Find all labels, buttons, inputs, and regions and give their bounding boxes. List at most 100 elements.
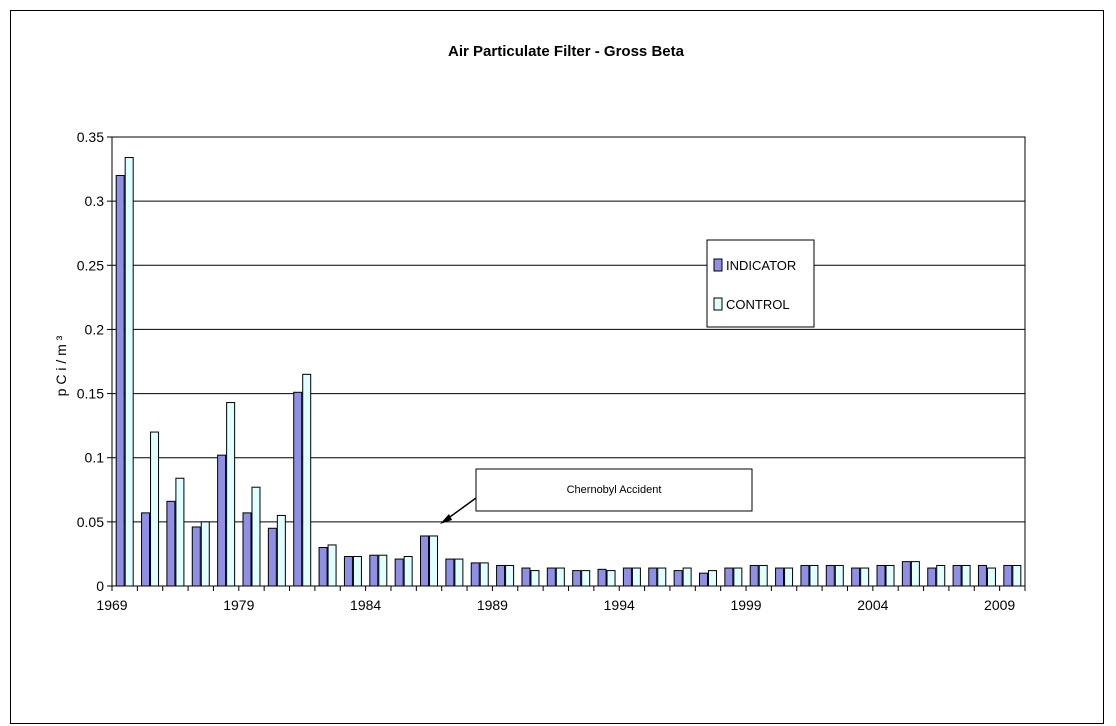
bar-indicator <box>952 564 962 587</box>
bar-control <box>885 564 895 587</box>
bar-control <box>682 567 692 587</box>
bar-control <box>834 564 844 587</box>
bar-indicator <box>622 567 632 587</box>
bar-control <box>606 570 616 587</box>
bar-indicator <box>369 554 379 587</box>
bar-control <box>530 570 540 587</box>
y-tick-label: 0.15 <box>77 386 104 402</box>
bar-indicator <box>977 564 987 587</box>
bar-indicator <box>648 567 658 587</box>
bars <box>115 157 1022 587</box>
bar-indicator <box>242 512 252 587</box>
bar-indicator <box>293 391 303 587</box>
bar-indicator <box>1003 564 1013 587</box>
bar-indicator <box>470 562 480 587</box>
bar-indicator <box>343 555 353 587</box>
bar-control <box>707 570 717 587</box>
bar-control <box>809 564 819 587</box>
bar-control <box>200 521 210 587</box>
annotation-text: Chernobyl Accident <box>567 484 662 496</box>
bar-indicator <box>851 567 861 587</box>
bar-indicator <box>901 561 911 587</box>
y-tick-label: 0.1 <box>85 450 105 466</box>
bar-indicator <box>141 512 151 587</box>
y-tick-label: 0.35 <box>77 129 104 145</box>
x-tick-label: 2004 <box>857 597 888 613</box>
bar-indicator <box>597 568 607 587</box>
x-axis: 1969 1979 1984 1989 1994 1999 2004 2009 <box>96 585 1026 613</box>
bar-control <box>1012 564 1022 587</box>
bar-control <box>733 567 743 587</box>
bar-indicator <box>724 567 734 587</box>
bar-indicator <box>217 454 227 587</box>
bar-control <box>251 486 261 587</box>
x-tick-label: 1979 <box>223 597 254 613</box>
bar-indicator <box>191 526 201 587</box>
bar-control <box>961 564 971 587</box>
bar-control <box>429 535 439 587</box>
bar-control <box>986 567 996 587</box>
y-tick-label: 0.05 <box>77 514 104 530</box>
bar-control <box>352 555 362 587</box>
bar-indicator <box>420 535 430 587</box>
bar-control <box>860 567 870 587</box>
bar-control <box>479 562 489 587</box>
x-tick-label: 1999 <box>730 597 761 613</box>
y-tick-label: 0 <box>96 578 104 594</box>
bar-control <box>936 564 946 587</box>
x-tick-label: 1984 <box>350 597 381 613</box>
bar-control <box>657 567 667 587</box>
bar-control <box>226 402 236 587</box>
x-tick-label: 1994 <box>604 597 635 613</box>
bar-control <box>276 514 286 587</box>
bar-indicator <box>496 564 506 587</box>
legend-box <box>706 239 815 328</box>
bar-control <box>555 567 565 587</box>
legend-swatch-control <box>713 297 723 311</box>
bar-control <box>505 564 515 587</box>
bar-indicator <box>394 558 404 587</box>
bar-control <box>910 561 920 587</box>
bar-control <box>150 431 160 587</box>
chart-title: Air Particulate Filter - Gross Beta <box>448 43 685 60</box>
bar-indicator <box>800 564 810 587</box>
bar-control <box>581 570 591 587</box>
bar-indicator <box>267 527 277 587</box>
y-tick-label: 0.2 <box>85 321 105 337</box>
bar-indicator <box>673 570 683 587</box>
bar-indicator <box>825 564 835 587</box>
legend: INDICATOR CONTROL <box>706 239 815 328</box>
bar-indicator <box>698 572 708 587</box>
y-axis: 0 0.05 0.1 0.15 0.2 0.25 0.3 0.35 <box>77 129 112 594</box>
bar-control <box>124 157 134 587</box>
bar-indicator <box>876 564 886 587</box>
legend-label-indicator: INDICATOR <box>726 258 796 273</box>
y-tick-label: 0.25 <box>77 257 104 273</box>
bar-control <box>302 373 312 587</box>
annotation-arrowhead <box>440 514 452 524</box>
legend-swatch-indicator <box>713 258 723 272</box>
bar-control <box>327 544 337 587</box>
bar-indicator <box>115 174 125 587</box>
bar-control <box>175 477 185 587</box>
annotation-box <box>475 468 753 512</box>
y-tick-label: 0.3 <box>85 193 105 209</box>
bar-indicator <box>572 570 582 587</box>
bar-indicator <box>775 567 785 587</box>
bar-control <box>631 567 641 587</box>
x-tick-label: 2009 <box>984 597 1015 613</box>
bar-indicator <box>521 567 531 587</box>
chart-frame <box>10 10 1104 724</box>
bar-indicator <box>166 500 176 587</box>
bar-indicator <box>445 558 455 587</box>
bar-control <box>378 554 388 587</box>
bar-control <box>403 555 413 587</box>
x-tick-label: 1969 <box>96 597 127 613</box>
bar-indicator <box>749 564 759 587</box>
bar-indicator <box>927 567 937 587</box>
legend-label-control: CONTROL <box>726 297 790 312</box>
bar-indicator <box>546 567 556 587</box>
y-axis-label: p C i / m ³ <box>53 335 69 396</box>
annotation: Chernobyl Accident <box>440 468 753 524</box>
